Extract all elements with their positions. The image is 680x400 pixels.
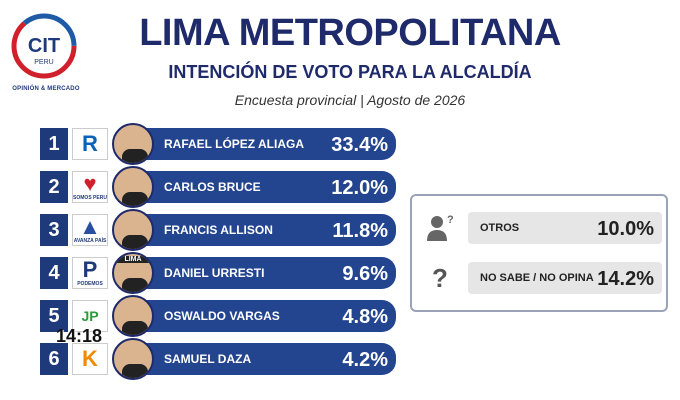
party-glyph: P [82, 257, 98, 282]
vote-percentage: 4.8% [342, 306, 388, 328]
cap-text: LIMA [114, 256, 152, 263]
party-caption: AVANZA PAÍS [73, 238, 107, 244]
candidate-photo [112, 209, 154, 251]
party-glyph: ♥ [83, 171, 97, 196]
candidate-photo [112, 166, 154, 208]
survey-caption: Encuesta provincial | Agosto de 2026 [234, 92, 466, 108]
vote-bar: 4.8% [136, 300, 396, 332]
rank-badge: 5 [40, 300, 68, 332]
podemos-icon: P PODEMOS [72, 257, 108, 289]
candidate-row: 4 P PODEMOS 9.6% LIMA DANIEL URRESTI [40, 252, 400, 294]
candidate-photo [112, 123, 154, 165]
vote-bar: 33.4% [136, 128, 396, 160]
logo-sub: PERU [34, 59, 53, 66]
vote-bar: 9.6% [136, 257, 396, 289]
vote-bar: 11.8% [136, 214, 396, 246]
undecided-box: NO SABE / NO OPINA 14.2% [468, 262, 662, 294]
undecided-row: ? NO SABE / NO OPINA 14.2% [422, 260, 662, 296]
cit-logo: CIT PERU [11, 13, 77, 79]
candidate-name: DANIEL URRESTI [164, 266, 265, 280]
party-glyph: K [82, 346, 98, 371]
candidate-name: RAFAEL LÓPEZ ALIAGA [164, 137, 305, 151]
rank-badge: 2 [40, 171, 68, 203]
broadcast-clock: 14:18 [56, 326, 103, 346]
rank-badge: 3 [40, 214, 68, 246]
party-glyph: ▲ [79, 214, 101, 239]
others-panel: ? OTROS 10.0% ? NO SABE / NO OPINA 14.2% [410, 194, 668, 312]
vote-percentage: 11.8% [332, 220, 388, 242]
candidate-row: 3 ▲ AVANZA PAÍS 11.8% FRANCIS ALLISON [40, 209, 400, 251]
candidate-name: OSWALDO VARGAS [164, 309, 280, 323]
fuerza-popular-icon: K [72, 343, 108, 375]
somos-peru-icon: ♥ SOMOS PERU [72, 171, 108, 203]
rank-badge: 4 [40, 257, 68, 289]
candidate-row: 6 K 4.2% SAMUEL DAZA [40, 338, 400, 380]
question-mark-icon: ? [432, 262, 448, 293]
party-caption: PODEMOS [77, 281, 103, 287]
avanza-pais-icon: ▲ AVANZA PAÍS [72, 214, 108, 246]
page-subtitle: INTENCIÓN DE VOTO PARA LA ALCALDÍA [168, 62, 532, 82]
others-value: 10.0% [597, 218, 654, 240]
candidate-name: FRANCIS ALLISON [164, 223, 273, 237]
candidate-name: SAMUEL DAZA [164, 352, 252, 366]
svg-text:?: ? [447, 214, 454, 226]
undecided-value: 14.2% [597, 268, 654, 290]
candidate-photo [112, 338, 154, 380]
others-box: OTROS 10.0% [468, 212, 662, 244]
vote-percentage: 4.2% [342, 349, 388, 371]
party-glyph: R [82, 131, 98, 156]
logo-text: CIT [28, 35, 60, 57]
vote-bar: 12.0% [136, 171, 396, 203]
candidate-row: 2 ♥ SOMOS PERU 12.0% CARLOS BRUCE [40, 166, 400, 208]
candidate-row: 5 JP 4.8% OSWALDO VARGAS [40, 295, 400, 337]
vote-bar: 4.2% [136, 343, 396, 375]
party-caption: SOMOS PERU [73, 195, 107, 201]
vote-percentage: 12.0% [331, 177, 388, 199]
others-row: ? OTROS 10.0% [422, 210, 662, 246]
juntos-peru-icon: JP [72, 300, 108, 332]
renovacion-popular-icon: R [72, 128, 108, 160]
rank-badge: 6 [40, 343, 68, 375]
vote-percentage: 33.4% [331, 134, 388, 156]
candidate-photo: LIMA [112, 252, 154, 294]
candidate-photo [112, 295, 154, 337]
candidate-name: CARLOS BRUCE [164, 180, 261, 194]
logo-tagline: OPINIÓN & MERCADO [12, 86, 80, 92]
rank-badge: 1 [40, 128, 68, 160]
vote-percentage: 9.6% [342, 263, 388, 285]
others-label: OTROS [480, 222, 520, 234]
undecided-label: NO SABE / NO OPINA [480, 272, 594, 284]
candidate-row: 1 R 33.4% RAFAEL LÓPEZ ALIAGA [40, 123, 400, 165]
person-question-icon: ? [424, 212, 456, 244]
party-glyph: JP [81, 308, 99, 324]
page-title: LIMA METROPOLITANA [139, 12, 561, 54]
